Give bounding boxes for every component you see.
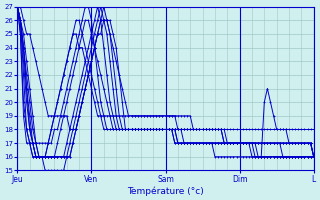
X-axis label: Température (°c): Température (°c) bbox=[127, 186, 204, 196]
